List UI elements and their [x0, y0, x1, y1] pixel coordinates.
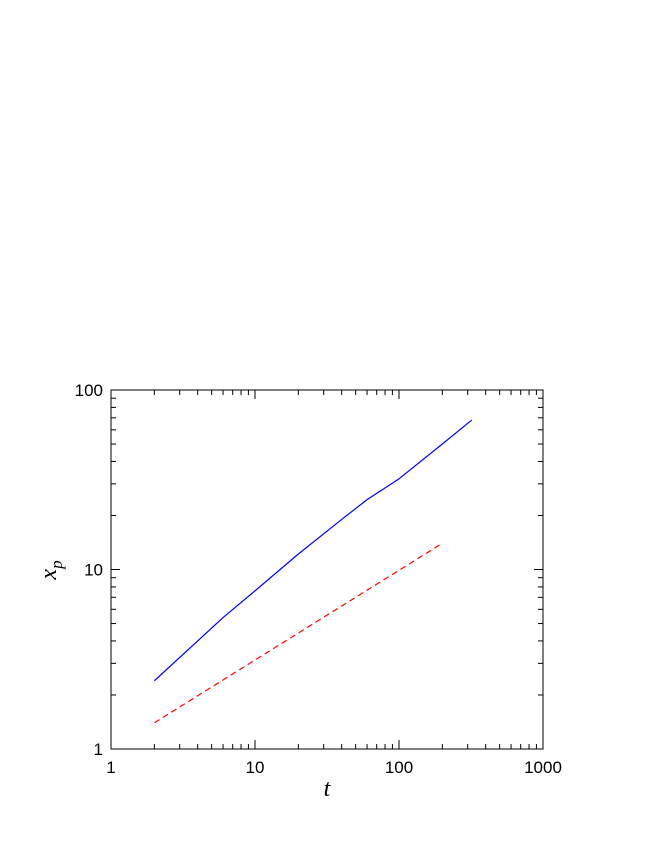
x-tick-label: 1000	[524, 758, 562, 777]
y-axis-label-base: x	[36, 569, 62, 581]
y-tick-label: 1	[94, 740, 103, 759]
y-tick-label: 100	[75, 381, 103, 400]
y-axis-label: xp	[36, 560, 66, 580]
y-axis-label-subscript: p	[47, 560, 66, 570]
plot-frame	[110, 389, 544, 750]
x-tick-label: 1	[106, 758, 115, 777]
y-tick-labels: 1 10 100	[75, 381, 103, 759]
series-layer	[153, 419, 473, 724]
y-tick-label: 10	[84, 561, 103, 580]
minor-ticks	[111, 390, 543, 749]
x-axis-label: t	[324, 776, 332, 802]
x-tick-label: 100	[385, 758, 413, 777]
x-tick-label: 10	[246, 758, 265, 777]
series-line-solid	[153, 419, 473, 682]
major-ticks	[110, 389, 544, 750]
x-tick-labels: 1 10 100 1000	[106, 758, 562, 777]
series-line-dashed	[154, 542, 443, 724]
